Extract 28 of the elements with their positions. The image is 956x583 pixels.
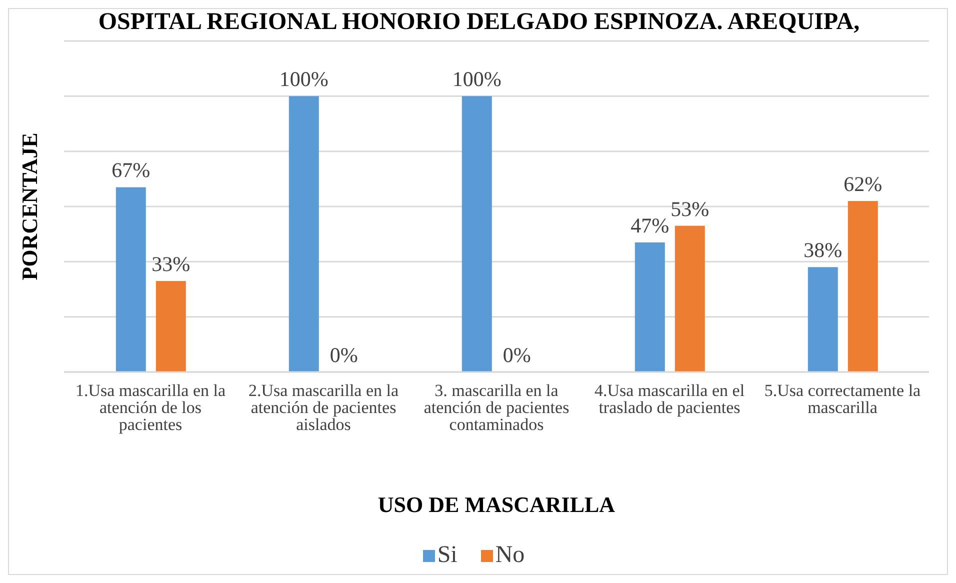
x-tick-label: 1.Usa mascarilla en la atención de los pacientes [75,381,226,434]
data-label: 0% [330,342,358,367]
data-label: 0% [502,342,531,367]
data-label: 100% [452,67,502,92]
y-axis-title: PORCENTAJE [16,132,42,280]
data-label: 33% [152,252,190,276]
x-tick-label: 5.Usa correctamente la mascarilla [764,381,922,418]
x-tick-label: 4.Usa mascarilla en el traslado de pacientes [594,381,745,418]
data-label: 100% [279,67,328,92]
x-axis-title: USO DE MASCARILLA [378,492,616,517]
bar [116,187,146,372]
bar [156,280,186,372]
data-label: 38% [804,238,842,262]
legend-label: Si [436,542,458,569]
data-label: 47% [630,213,670,238]
x-tick-label: 3. mascarilla en la atención de pacientes contaminados [424,381,570,434]
chart-title: OSPITAL REGIONAL HONORIO DELGADO ESPINOZA. AREQUIPA, [97,9,861,36]
bar [674,226,705,372]
bar [634,242,665,372]
bar [808,267,838,372]
x-tick-label: 2.Usa mascarilla en la atención de pacientes aislados [248,381,400,434]
data-label: 53% [670,196,710,221]
bar [462,96,492,372]
data-label: 62% [844,172,882,196]
data-label: 67% [112,158,150,182]
bar [288,96,319,372]
bar [848,200,878,372]
legend-label: No [494,542,525,569]
